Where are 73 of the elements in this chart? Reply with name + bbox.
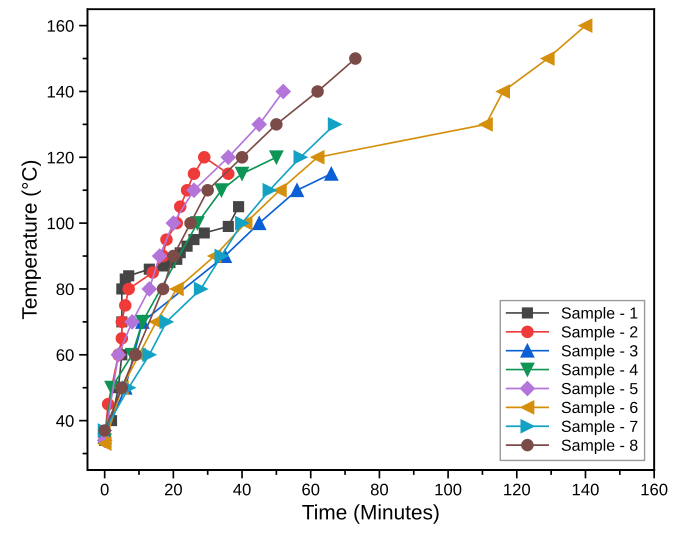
point bbox=[328, 117, 342, 132]
point bbox=[186, 182, 202, 198]
point bbox=[129, 348, 142, 362]
legend-label: Sample - 5 bbox=[562, 382, 638, 398]
point bbox=[290, 183, 304, 198]
point bbox=[349, 52, 362, 65]
point bbox=[124, 314, 140, 330]
point bbox=[496, 84, 510, 98]
point bbox=[156, 282, 170, 296]
legend-label: Sample - 4 bbox=[562, 364, 638, 379]
point bbox=[252, 216, 266, 230]
point bbox=[269, 150, 284, 164]
legend-label: Sample - 7 bbox=[562, 420, 638, 436]
point bbox=[578, 18, 592, 33]
point bbox=[214, 249, 228, 263]
point bbox=[540, 52, 555, 66]
y-tick-label: 160 bbox=[48, 20, 74, 32]
point bbox=[220, 150, 236, 165]
point bbox=[272, 183, 287, 198]
x-tick-label: 80 bbox=[370, 484, 388, 496]
point bbox=[478, 117, 493, 132]
y-axis-title: Temperature (°C) bbox=[22, 160, 41, 320]
y-tick-label: 80 bbox=[56, 283, 74, 296]
x-tick-label: 140 bbox=[572, 484, 599, 496]
point bbox=[293, 150, 308, 164]
point bbox=[233, 201, 244, 212]
point bbox=[194, 282, 208, 296]
point bbox=[160, 314, 174, 329]
legend-label: Sample - 3 bbox=[562, 344, 638, 360]
point bbox=[123, 270, 134, 282]
point bbox=[222, 220, 234, 232]
point bbox=[122, 282, 135, 296]
point bbox=[311, 85, 324, 98]
x-tick-label: 0 bbox=[100, 484, 109, 496]
point bbox=[198, 227, 210, 239]
point bbox=[201, 184, 214, 196]
point bbox=[310, 150, 325, 164]
point bbox=[142, 281, 157, 297]
y-tick-label: 100 bbox=[48, 218, 74, 230]
point bbox=[184, 216, 197, 230]
x-tick-label: 20 bbox=[164, 484, 182, 496]
y-tick-label: 40 bbox=[56, 415, 74, 427]
y-tick-label: 140 bbox=[48, 86, 74, 98]
point bbox=[152, 248, 168, 264]
point bbox=[270, 118, 283, 131]
point bbox=[236, 151, 248, 164]
x-axis-title: Time (Minutes) bbox=[302, 504, 439, 524]
y-tick-label: 120 bbox=[48, 152, 74, 164]
point bbox=[119, 299, 132, 312]
point bbox=[188, 168, 200, 180]
y-tick-label: 60 bbox=[56, 349, 74, 361]
point bbox=[198, 151, 211, 164]
point bbox=[170, 282, 184, 296]
point bbox=[324, 166, 338, 181]
point bbox=[235, 216, 249, 230]
legend-label: Sample - 2 bbox=[562, 326, 638, 341]
legend-label: Sample - 1 bbox=[562, 306, 638, 322]
point bbox=[235, 166, 249, 181]
point bbox=[167, 250, 180, 262]
x-tick-label: 40 bbox=[233, 484, 251, 496]
point bbox=[262, 183, 276, 198]
legend-label: Sample - 6 bbox=[562, 401, 638, 416]
legend-label: Sample - 8 bbox=[562, 439, 638, 454]
point bbox=[252, 116, 267, 132]
x-tick-label: 160 bbox=[642, 484, 668, 496]
point bbox=[142, 348, 156, 362]
x-tick-label: 120 bbox=[504, 484, 530, 496]
x-tick-label: 60 bbox=[302, 484, 320, 496]
point bbox=[276, 84, 291, 100]
point bbox=[166, 216, 181, 231]
point bbox=[214, 183, 228, 198]
x-tick-label: 100 bbox=[435, 484, 462, 496]
point bbox=[98, 436, 112, 451]
